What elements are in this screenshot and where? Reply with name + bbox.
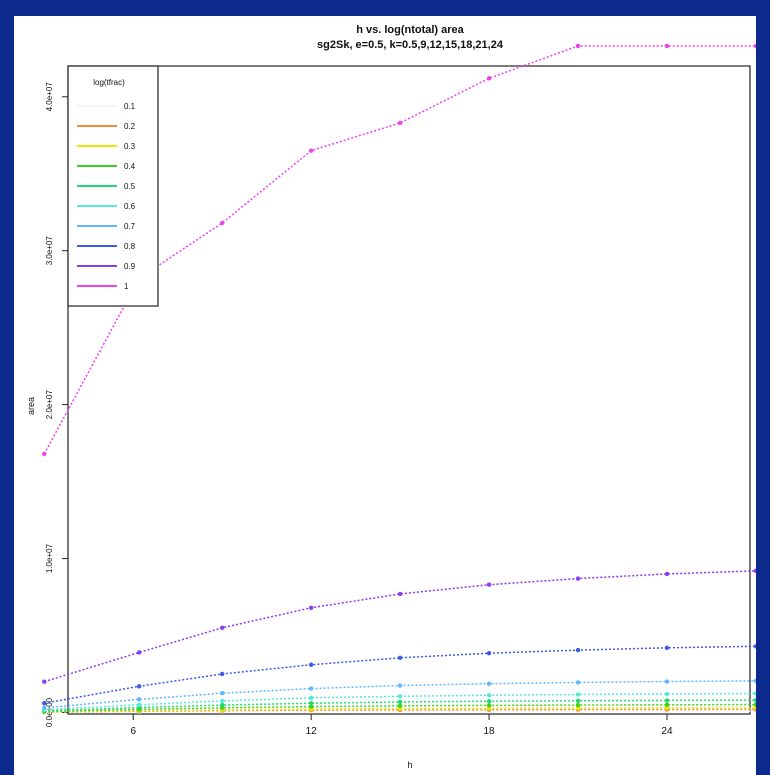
- data-point: [575, 698, 581, 703]
- data-point: [397, 694, 403, 699]
- series-line-0.9: [44, 570, 756, 683]
- x-tick-label: 6: [130, 726, 136, 737]
- data-point: [753, 43, 756, 49]
- data-point: [42, 679, 47, 684]
- data-point: [486, 699, 492, 704]
- data-point: [664, 702, 670, 707]
- chart-panel: h vs. log(ntotal) area sg2Sk, e=0.5, k=0…: [14, 16, 756, 775]
- data-point: [42, 451, 47, 457]
- plot-box: [67, 65, 751, 715]
- series-line-1: [43, 45, 756, 455]
- data-point: [308, 148, 314, 153]
- legend-label: 1: [124, 282, 129, 291]
- data-point: [486, 703, 492, 708]
- data-point: [753, 691, 756, 696]
- data-point: [308, 686, 314, 691]
- data-point: [308, 605, 314, 610]
- y-axis-label: area: [26, 397, 36, 415]
- legend-label: 0.4: [124, 162, 136, 171]
- x-axis-label: h: [407, 760, 412, 770]
- data-point: [486, 651, 492, 656]
- x-tick-label: 24: [661, 726, 673, 737]
- y-tick-label: 1.0e+07: [45, 543, 54, 573]
- data-point: [753, 644, 756, 649]
- legend-label: 0.2: [124, 122, 136, 131]
- y-tick-label: 4.0e+07: [45, 82, 54, 112]
- series-line-0.1: [44, 710, 756, 713]
- y-tick-label: 2.0e+07: [45, 390, 54, 420]
- data-point: [753, 568, 756, 574]
- chart-title: h vs. log(ntotal) area: [356, 24, 464, 36]
- legend-label: 0.8: [124, 242, 136, 251]
- data-point: [219, 698, 225, 704]
- data-point: [397, 591, 403, 597]
- data-point: [575, 647, 581, 653]
- data-point: [219, 702, 225, 708]
- legend-label: 0.6: [124, 202, 136, 211]
- legend-label: 0.1: [124, 102, 136, 111]
- legend-label: 0.3: [124, 142, 136, 151]
- data-point: [486, 76, 492, 81]
- legend-title: log(tfrac): [93, 78, 125, 87]
- chart-subtitle: sg2Sk, e=0.5, k=0.5,9,12,15,18,21,24: [317, 39, 504, 51]
- series-line-0.2: [44, 708, 756, 713]
- data-point: [136, 650, 142, 655]
- data-point: [308, 662, 314, 667]
- data-point: [219, 691, 225, 696]
- x-tick-label: 18: [483, 726, 495, 737]
- data-point: [219, 220, 225, 226]
- data-point: [397, 683, 403, 688]
- data-point: [753, 697, 756, 703]
- series-line-0.4: [44, 703, 756, 713]
- data-point: [308, 701, 314, 706]
- data-point: [664, 691, 670, 697]
- data-point: [664, 698, 670, 703]
- data-point: [219, 625, 225, 631]
- data-point: [753, 678, 756, 684]
- legend: log(tfrac) 0.1 0.2 0.3 0.4 0.5 0.6 0.7 0.8 0.9 1: [67, 65, 159, 307]
- data-point: [397, 120, 403, 126]
- data-point: [219, 671, 225, 677]
- data-point: [575, 705, 581, 711]
- data-point: [575, 680, 581, 685]
- data-point: [136, 702, 142, 707]
- data-point: [308, 695, 314, 701]
- data-point: [136, 697, 142, 702]
- y-tick-label: 3.0e+07: [45, 236, 54, 266]
- data-point: [664, 679, 670, 684]
- data-point: [575, 576, 581, 581]
- x-tick-label: 12: [306, 726, 318, 737]
- data-point: [575, 692, 581, 697]
- series-line-0.5: [44, 699, 756, 712]
- data-point: [486, 681, 492, 686]
- data-point: [664, 705, 670, 711]
- data-point: [664, 645, 670, 651]
- data-point: [397, 703, 403, 709]
- data-point: [664, 571, 670, 577]
- legend-label: 0.5: [124, 182, 136, 191]
- data-point: [575, 43, 581, 49]
- series-line-0.8: [44, 645, 756, 704]
- data-point: [397, 655, 403, 661]
- data-point: [308, 704, 314, 709]
- data-point: [486, 693, 492, 698]
- legend-items: 0.1 0.2 0.3 0.4 0.5 0.6 0.7 0.8 0.9 1: [77, 102, 136, 291]
- legend-label: 0.9: [124, 262, 136, 271]
- data-point: [486, 582, 492, 587]
- data-point: [397, 699, 403, 705]
- data-point: [136, 684, 142, 689]
- legend-label: 0.7: [124, 222, 136, 231]
- data-point: [575, 702, 581, 708]
- series-line-0.3: [44, 707, 756, 713]
- data-point: [664, 43, 670, 49]
- data-point: [42, 701, 47, 706]
- line-chart: h vs. log(ntotal) area sg2Sk, e=0.5, k=0…: [26, 24, 756, 770]
- series-layer: [42, 43, 756, 715]
- data-point: [42, 705, 47, 711]
- data-point: [753, 702, 756, 707]
